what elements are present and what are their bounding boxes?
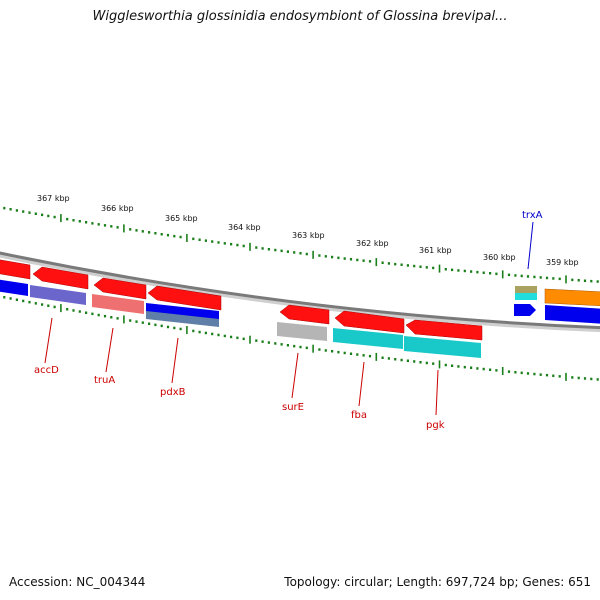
gene-feature[interactable] [545,305,600,324]
accession-text: Accession: NC_004344 [9,575,146,589]
leader-line-fba [358,361,365,407]
gene-feature[interactable] [515,286,537,293]
gene-feature[interactable] [32,266,89,290]
gene-feature[interactable] [334,310,405,334]
leader-line-surE [291,352,299,399]
label-leader-lines [44,221,534,416]
scale-label-364: 364 kbp [228,223,261,232]
gene-feature[interactable] [277,322,327,341]
gene-label-accD[interactable]: accD [34,365,59,376]
leader-line-accD [44,317,53,364]
gene-feature[interactable] [0,279,28,296]
genome-stats-text: Topology: circular; Length: 697,724 bp; … [284,575,591,589]
scale-label-365: 365 kbp [165,214,198,223]
gene-feature[interactable] [333,328,403,349]
scale-label-362: 362 kbp [356,239,389,248]
gene-labels: accD truA pdxB surE fba pgk trxA [34,210,543,431]
scale-label-363: 363 kbp [292,231,325,240]
gene-label-trxA[interactable]: trxA [522,210,543,221]
gene-feature[interactable] [92,294,144,314]
gene-feature[interactable] [405,319,483,341]
map-title: Wigglesworthia glossinidia endosymbiont … [92,9,508,24]
inner-tick-ring [3,296,599,381]
gene-label-pdxB[interactable]: pdxB [160,387,186,398]
gene-feature[interactable] [514,304,536,316]
gene-feature[interactable] [146,311,219,327]
genome-backbone-shadow [0,252,600,333]
gene-feature[interactable] [515,293,537,300]
gene-feature[interactable] [544,288,600,307]
scale-label-359: 359 kbp [546,258,579,267]
gene-feature[interactable] [93,277,147,300]
scale-label-366: 366 kbp [101,204,134,213]
leader-line-trxA [527,221,534,270]
gene-features [0,259,600,358]
gene-feature[interactable] [146,303,219,321]
gene-label-fba[interactable]: fba [351,410,367,421]
scale-label-360: 360 kbp [483,253,516,262]
gene-feature[interactable] [279,304,330,325]
gene-label-truA[interactable]: truA [94,375,115,386]
gene-feature[interactable] [147,285,222,311]
gene-feature[interactable] [0,259,31,280]
genome-backbone [0,251,600,330]
leader-line-pgk [435,369,439,416]
leader-line-truA [105,327,114,373]
gene-feature[interactable] [30,285,86,305]
leader-line-pdxB [171,337,179,384]
gene-label-surE[interactable]: surE [282,402,304,413]
outer-tick-ring [3,206,599,284]
gene-label-pgk[interactable]: pgk [426,420,445,431]
scale-labels: 367 kbp 366 kbp 365 kbp 364 kbp 363 kbp … [37,194,579,267]
scale-label-361: 361 kbp [419,246,452,255]
scale-label-367: 367 kbp [37,194,70,203]
gene-feature[interactable] [404,336,481,358]
